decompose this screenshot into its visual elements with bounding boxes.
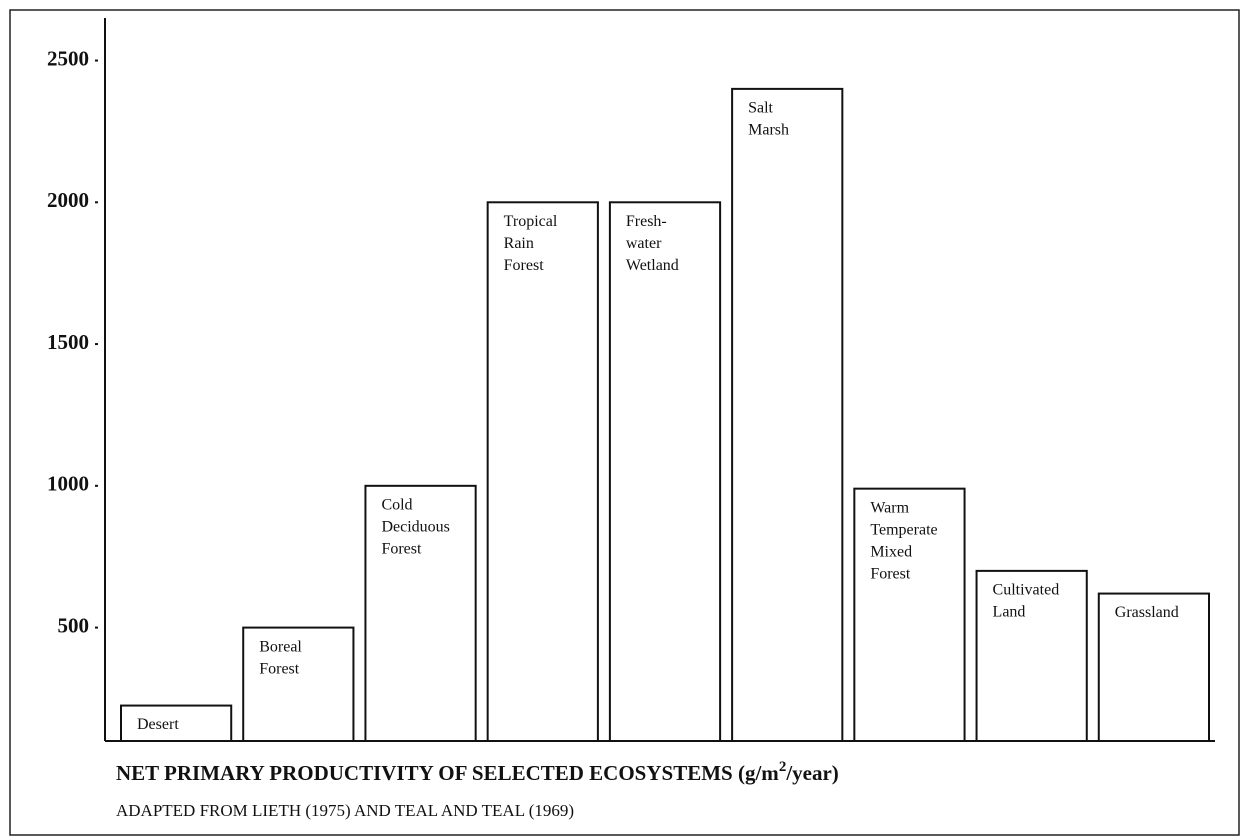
category-label: Desert — [137, 716, 179, 733]
unit-base: (g/m — [738, 761, 779, 785]
unit-exponent: 2 — [779, 759, 787, 775]
category-label: Forest — [381, 540, 422, 557]
category-label: Wetland — [626, 257, 679, 274]
unit-rest: /year) — [785, 761, 838, 785]
category-label: Forest — [870, 565, 911, 582]
category-label: water — [626, 235, 662, 252]
category-label: Forest — [259, 660, 300, 677]
category-label: Land — [993, 604, 1026, 621]
bar — [608, 201, 722, 742]
bar — [1097, 592, 1211, 742]
bar — [486, 201, 599, 742]
bar — [364, 484, 477, 742]
bar — [975, 569, 1088, 742]
y-tick-label: 2000 — [47, 188, 89, 212]
subtitle: ADAPTED FROM LIETH (1975) AND TEAL AND T… — [116, 801, 574, 820]
category-label: Fresh- — [626, 213, 667, 230]
category-label: Tropical — [504, 213, 558, 230]
y-tick-label: 1500 — [47, 330, 89, 354]
category-label: Cold — [381, 496, 412, 513]
y-tick-label: 2500 — [47, 46, 89, 70]
category-label: Rain — [504, 235, 534, 252]
category-label: Warm — [870, 499, 909, 516]
category-label: Forest — [504, 257, 545, 274]
frame — [9, 9, 1240, 836]
y-tick-label: 500 — [58, 613, 90, 637]
category-label: Grassland — [1115, 604, 1179, 621]
category-label: Deciduous — [381, 518, 449, 535]
category-label: Salt — [748, 100, 773, 117]
chart-title: NET PRIMARY PRODUCTIVITY OF SELECTED ECO… — [116, 759, 839, 784]
bar — [242, 626, 355, 743]
title-text: NET PRIMARY PRODUCTIVITY OF SELECTED ECO… — [116, 761, 733, 785]
y-tick-label: 1000 — [47, 472, 89, 496]
category-label: Cultivated — [993, 582, 1060, 599]
category-label: Mixed — [870, 543, 912, 560]
category-label: Boreal — [259, 638, 302, 655]
bar — [731, 87, 844, 743]
category-label: Marsh — [748, 122, 789, 139]
bar — [120, 704, 233, 743]
bar — [853, 487, 966, 742]
category-label: Temperate — [870, 521, 937, 538]
